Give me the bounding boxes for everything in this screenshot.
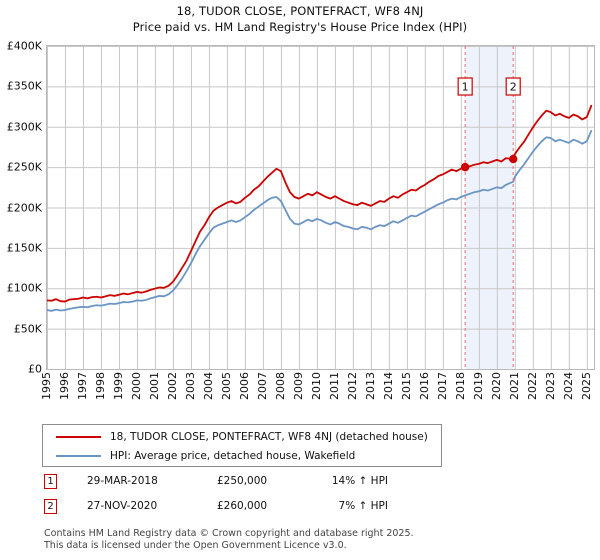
x-axis-tick-label: 2021 <box>507 372 521 400</box>
x-axis-tick-label: 1997 <box>75 372 89 400</box>
legend-swatch-price-paid <box>56 436 101 438</box>
y-axis-tick-label: £300K <box>6 120 42 134</box>
transaction-date-1: 29-MAR-2018 <box>87 475 158 487</box>
x-axis-tick-label: 2015 <box>399 372 413 400</box>
svg-text:1: 1 <box>462 81 469 94</box>
page-title: 18, TUDOR CLOSE, PONTEFRACT, WF8 4NJ <box>176 4 424 18</box>
svg-text:2: 2 <box>510 81 517 94</box>
x-axis-tick-label: 2023 <box>543 372 557 400</box>
x-axis-tick-label: 2002 <box>165 372 179 400</box>
x-axis-tick-label: 2016 <box>417 372 431 400</box>
x-axis-tick-label: 2013 <box>363 372 377 400</box>
x-axis-tick-label: 2010 <box>309 372 323 400</box>
x-axis-tick-label: 2007 <box>255 372 269 400</box>
x-axis-tick-label: 2022 <box>525 372 539 400</box>
title-block: 18, TUDOR CLOSE, PONTEFRACT, WF8 4NJ Pri… <box>0 3 600 35</box>
transaction-badge-1: 1 <box>44 474 57 489</box>
y-axis-labels: £0 £50K £100K £150K £200K £250K £300K £350K £400… <box>0 41 42 375</box>
transaction-price-1: £250,000 <box>217 475 268 487</box>
x-axis-tick-label: 2025 <box>579 372 593 400</box>
legend-label-hpi: HPI: Average price, detached house, Wake… <box>110 450 356 462</box>
x-axis-tick-label: 2000 <box>129 372 143 400</box>
x-axis-labels: 1995 1996 1997 1998 1999 2000 2001 2002 2003 2004… <box>40 372 595 416</box>
x-axis-tick-label: 2019 <box>471 372 485 400</box>
x-axis-tick-label: 2005 <box>219 372 233 400</box>
transaction-hpi-delta-1: 14% ↑ HPI <box>331 475 388 487</box>
x-axis-tick-label: 2001 <box>147 372 161 400</box>
page-subtitle: Price paid vs. HM Land Registry's House … <box>132 20 468 34</box>
y-axis-tick-label: £0 <box>28 362 42 376</box>
transactions-table: 1 29-MAR-2018 £250,000 14% ↑ HPI 2 27-NO… <box>42 473 462 523</box>
y-axis-tick-label: £350K <box>6 79 42 93</box>
y-axis-tick-label: £200K <box>6 201 42 214</box>
x-axis-tick-label: 2024 <box>561 372 575 400</box>
transaction-price-2: £260,000 <box>217 500 268 512</box>
x-axis-tick-label: 2017 <box>435 372 449 400</box>
x-axis-tick-label: 2014 <box>381 372 395 400</box>
footer-line-2: This data is licensed under the Open Gov… <box>44 539 347 551</box>
x-axis-tick-label: 2008 <box>273 372 287 400</box>
x-axis-tick-label: 1998 <box>93 372 107 400</box>
y-axis-tick-label: £400K <box>6 39 42 53</box>
x-axis-tick-label: 2004 <box>201 372 215 400</box>
x-axis-tick-label: 1996 <box>57 372 71 400</box>
legend-item-hpi: HPI: Average price, detached house, Wake… <box>43 446 355 466</box>
footer-attribution: Contains HM Land Registry data © Crown c… <box>44 528 564 551</box>
x-axis-tick-label: 2012 <box>345 372 359 400</box>
y-axis-tick-label: £250K <box>6 160 42 174</box>
footer-line-1: Contains HM Land Registry data © Crown c… <box>44 528 414 539</box>
legend-swatch-hpi <box>56 455 101 457</box>
table-row: 1 29-MAR-2018 £250,000 14% ↑ HPI <box>42 473 462 498</box>
x-axis-tick-label: 2006 <box>237 372 251 400</box>
transaction-hpi-delta-2: 7% ↑ HPI <box>338 500 388 512</box>
x-axis-tick-label: 2011 <box>327 372 341 400</box>
x-axis-tick-label: 1999 <box>111 372 125 400</box>
legend-label-price-paid: 18, TUDOR CLOSE, PONTEFRACT, WF8 4NJ (de… <box>110 431 428 443</box>
transaction-badge-2: 2 <box>44 499 57 514</box>
x-axis-tick-label: 2009 <box>291 372 305 400</box>
y-axis-tick-label: £150K <box>6 241 42 255</box>
x-axis-tick-label: 2003 <box>183 372 197 400</box>
transaction-date-2: 27-NOV-2020 <box>87 500 158 512</box>
x-axis-tick-label: 2020 <box>489 372 503 400</box>
x-axis-tick-label: 1995 <box>40 372 53 400</box>
y-axis-tick-label: £50K <box>13 322 42 336</box>
chart-legend: 18, TUDOR CLOSE, PONTEFRACT, WF8 4NJ (de… <box>42 424 442 467</box>
legend-item-price-paid: 18, TUDOR CLOSE, PONTEFRACT, WF8 4NJ (de… <box>43 427 428 447</box>
y-axis-tick-label: £100K <box>6 281 42 295</box>
x-axis-tick-label: 2018 <box>453 372 467 400</box>
table-row: 2 27-NOV-2020 £260,000 7% ↑ HPI <box>42 498 462 523</box>
